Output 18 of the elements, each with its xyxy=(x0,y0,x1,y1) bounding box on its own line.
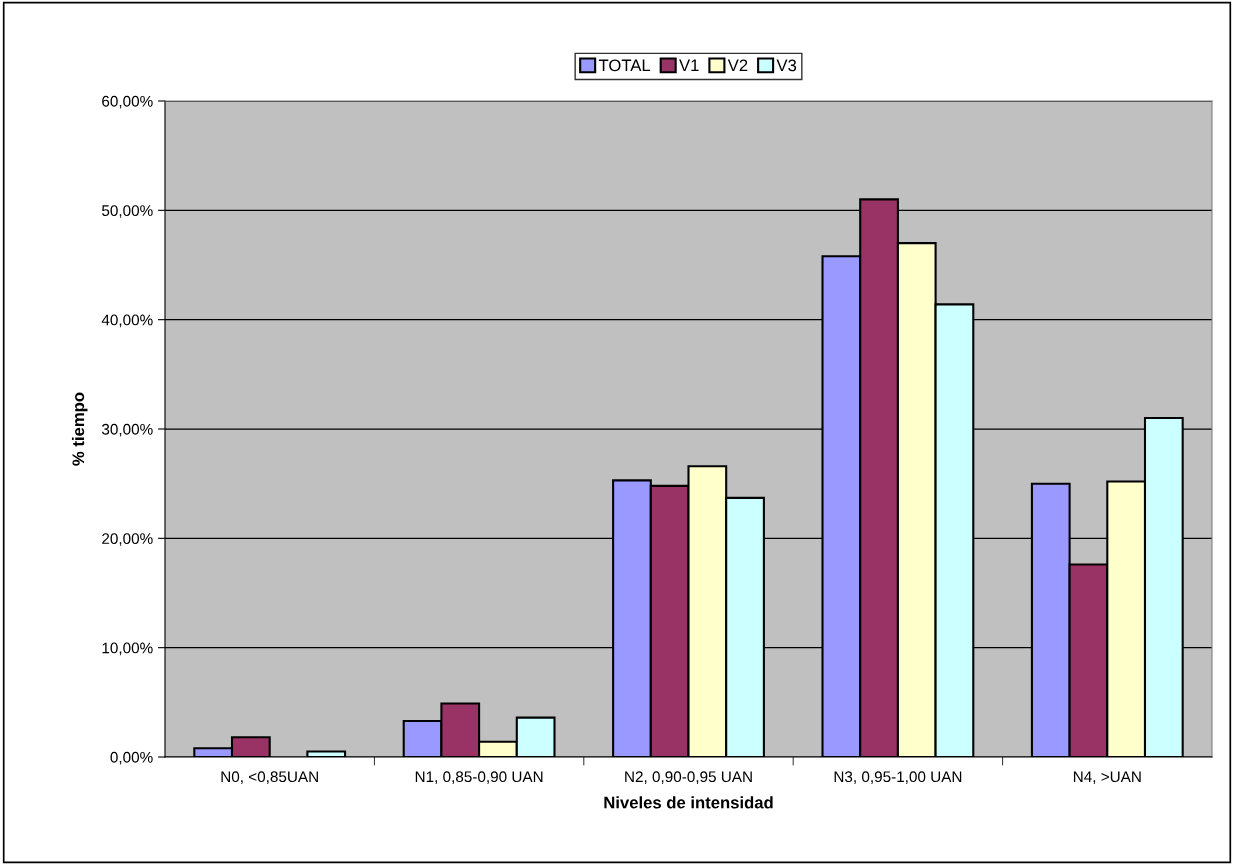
x-axis-title: Niveles de intensidad xyxy=(604,796,773,809)
y-tick-label: 60,00% xyxy=(102,95,153,109)
legend-label: TOTAL xyxy=(598,59,651,72)
legend-label: V1 xyxy=(679,59,699,72)
y-tick-label: 0,00% xyxy=(110,751,153,765)
x-tick-label: N3, 0,95-1,00 UAN xyxy=(834,771,962,784)
x-tick-label: N2, 0,90-0,95 UAN xyxy=(625,771,752,784)
x-tick-label: N0, <0,85UAN xyxy=(221,771,318,784)
y-tick-label: 50,00% xyxy=(101,205,153,218)
x-tick-label: N4, >UAN xyxy=(1073,771,1141,784)
x-tick-label: N1, 0,85-0,90 UAN xyxy=(415,771,543,784)
y-tick-label: 40,00% xyxy=(101,314,153,328)
y-tick-label: 10,00% xyxy=(102,642,153,656)
y-tick-label: 20,00% xyxy=(102,533,153,546)
y-tick-label: 30,00% xyxy=(101,423,153,437)
legend-label: V3 xyxy=(776,59,797,72)
legend-label: V2 xyxy=(727,59,748,72)
y-axis-title: % tiempo xyxy=(71,392,88,466)
